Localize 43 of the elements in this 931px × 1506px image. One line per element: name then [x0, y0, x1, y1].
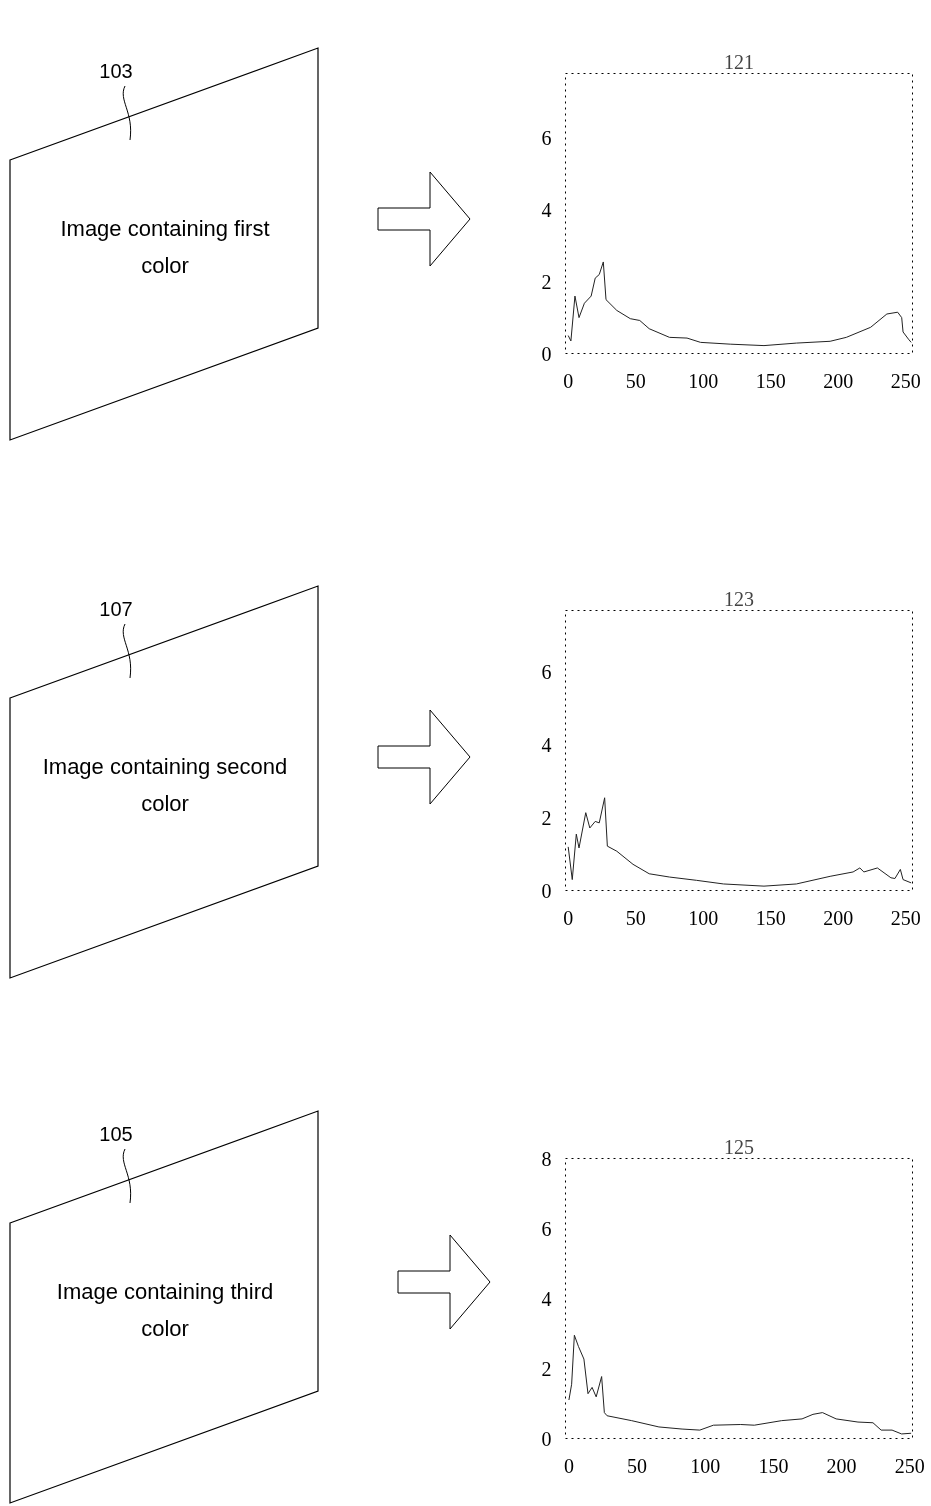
chart-title: 121: [724, 50, 754, 73]
text: Image containing third color: [56, 1279, 274, 1341]
chart-title: 125: [724, 1135, 754, 1158]
x-tick-label: 250: [890, 369, 921, 392]
y-tick-label: 4: [541, 734, 552, 757]
y-tick-label: 4: [541, 198, 552, 221]
y-tick-label: 2: [541, 270, 552, 293]
x-tick-label: 200: [826, 1454, 857, 1477]
line-series: [567, 797, 912, 887]
text: 105: [99, 1123, 133, 1145]
text: Image containing first color: [60, 216, 270, 278]
line-series: [567, 261, 912, 347]
x-tick-label: 100: [690, 1454, 721, 1477]
x-tick-label: 50: [625, 369, 646, 392]
y-tick-label: 8: [541, 1147, 552, 1170]
x-tick-label: 50: [627, 1454, 648, 1477]
y-tick-label: 4: [541, 1287, 552, 1310]
x-tick-label: 0: [563, 1454, 574, 1477]
x-tick-label: 0: [563, 906, 574, 929]
text: Image containing second color: [42, 754, 288, 816]
x-tick-label: 150: [755, 369, 786, 392]
line-series: [568, 1334, 912, 1435]
y-tick-label: 6: [541, 1217, 552, 1240]
y-tick-label: 2: [541, 1357, 552, 1380]
text: 103: [99, 60, 133, 82]
y-tick-label: 2: [541, 806, 552, 829]
chart-title: 123: [724, 587, 754, 610]
x-tick-label: 100: [688, 906, 719, 929]
text: 107: [99, 598, 133, 620]
x-tick-label: 150: [758, 1454, 789, 1477]
x-tick-label: 250: [894, 1454, 925, 1477]
x-tick-label: 100: [688, 369, 719, 392]
y-tick-label: 6: [541, 127, 552, 150]
x-tick-label: 0: [563, 369, 574, 392]
x-tick-label: 150: [755, 906, 786, 929]
y-tick-label: 6: [541, 661, 552, 684]
y-tick-label: 0: [541, 1427, 552, 1450]
x-tick-label: 200: [823, 369, 854, 392]
y-tick-label: 0: [541, 342, 552, 365]
x-tick-label: 250: [890, 906, 921, 929]
x-tick-label: 200: [823, 906, 854, 929]
y-tick-label: 0: [541, 879, 552, 902]
x-tick-label: 50: [625, 906, 646, 929]
